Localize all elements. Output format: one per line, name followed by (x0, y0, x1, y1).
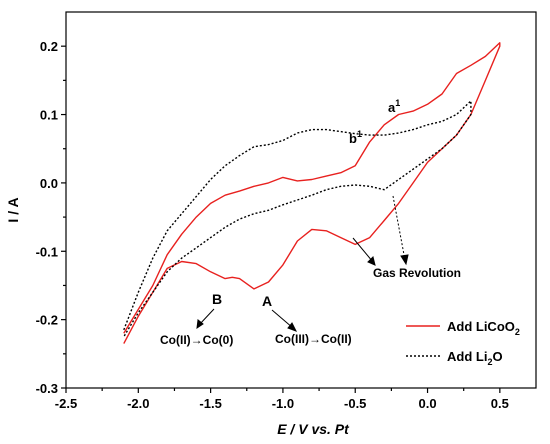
x-tick-label: 0.0 (418, 396, 436, 411)
arrow-a-head (287, 322, 298, 332)
y-tick-label: 0.2 (40, 39, 58, 54)
arrow-gas-solid-head (367, 256, 376, 266)
annotation-arrows (196, 195, 409, 332)
annotation-co-iii-to-co-ii: Co(III)→Co(II) (275, 332, 352, 346)
arrow-gas-solid (352, 237, 374, 263)
x-tick-label: 0.5 (491, 396, 509, 411)
annotations: a1 b1 A B Gas Revolution Co(II)→Co(0) Co… (160, 98, 461, 347)
annotation-A: A (262, 293, 272, 309)
legend: Add LiCoO2 Add Li2O (406, 319, 520, 367)
annotation-co-ii-to-co-0: Co(II)→Co(0) (160, 333, 233, 347)
x-tick-label: -1.5 (199, 396, 221, 411)
annotation-b1: b1 (349, 129, 362, 146)
legend-label-licoo2: Add LiCoO2 (447, 319, 520, 337)
y-tick-label: -0.1 (36, 244, 58, 259)
arrow-gas-dotted-head (400, 254, 409, 266)
plot-frame (65, 11, 537, 389)
x-tick-label: -1.0 (272, 396, 294, 411)
y-tick-label: 0.0 (40, 176, 58, 191)
y-tick-label: -0.2 (36, 313, 58, 328)
x-tick-label: -2.0 (127, 396, 149, 411)
arrow-b-head (196, 319, 204, 330)
x-tick-label: -2.5 (55, 396, 77, 411)
arrow-a (271, 309, 294, 329)
annotation-a1: a1 (388, 98, 400, 115)
annotation-gas-revolution: Gas Revolution (373, 266, 461, 280)
y-axis-title: I / A (5, 197, 21, 222)
legend-label-li2o: Add Li2O (447, 349, 503, 367)
x-tick-label: -0.5 (344, 396, 366, 411)
y-tick-label: 0.1 (40, 108, 58, 123)
series-layer (123, 42, 501, 344)
x-axis-title: E / V vs. Pt (277, 421, 350, 437)
series-line-li2o (123, 100, 472, 338)
series-line-licoo2 (123, 42, 501, 344)
arrow-gas-dotted (392, 195, 406, 261)
axis-ticks: -2.5 -2.0 -1.5 -1.0 -0.5 0.0 0.5 -0.3 -0.2 -0.1 0.… (36, 39, 509, 411)
plot-border (65, 11, 537, 389)
y-tick-label: -0.3 (36, 381, 58, 396)
annotation-B: B (212, 291, 222, 307)
